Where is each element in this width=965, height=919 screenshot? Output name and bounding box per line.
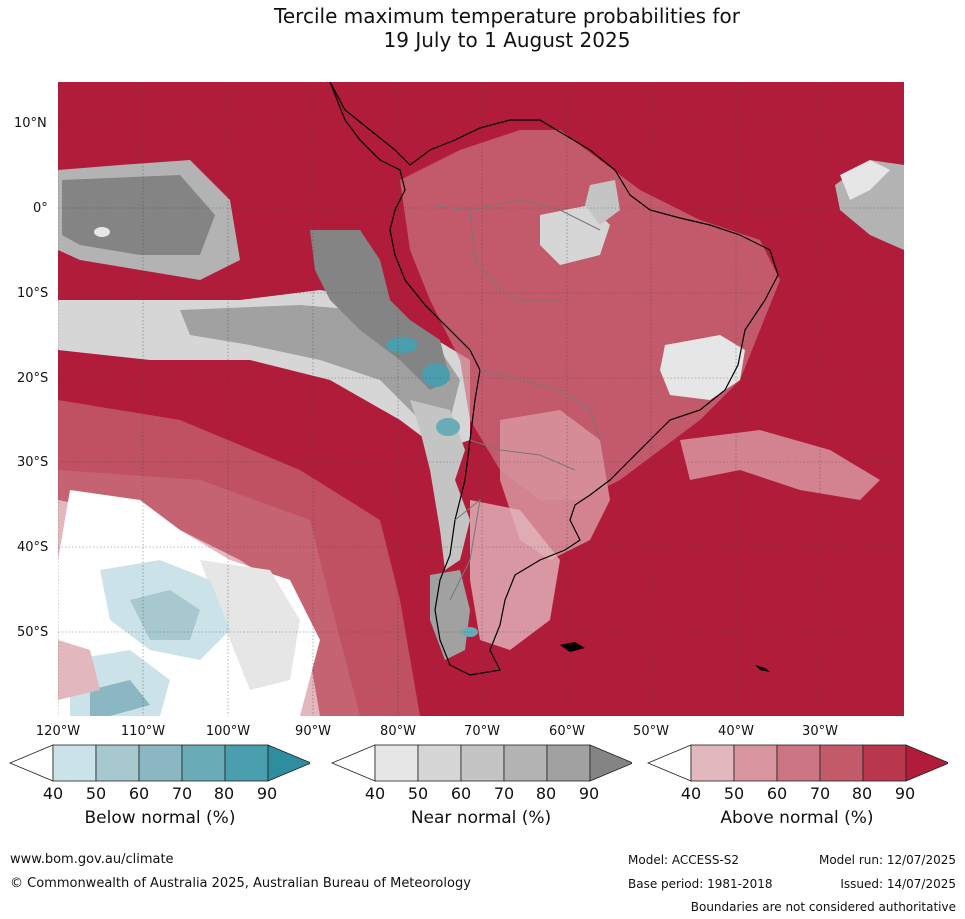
lon-label-110w: 110°W	[120, 724, 166, 739]
near-tick-70: 70	[493, 784, 515, 803]
near-tick-50: 50	[407, 784, 429, 803]
near-swatch-4	[503, 744, 548, 782]
south-pacific-below-60	[130, 590, 200, 640]
below-tick-70: 70	[171, 784, 193, 803]
peru-chile-near-normal-90	[310, 230, 450, 390]
lon-label-40w: 40°W	[718, 724, 754, 739]
colorbar-below-title: Below normal (%)	[84, 808, 236, 828]
below-swatch-3	[138, 744, 183, 782]
below-swatch-5	[224, 744, 269, 782]
footer-url[interactable]: www.bom.gov.au/climate	[10, 852, 174, 867]
country-borders	[429, 199, 601, 601]
below-tick-60: 60	[128, 784, 150, 803]
south-pacific-above-40-west	[58, 640, 100, 700]
lon-label-120w: 120°W	[35, 724, 81, 739]
below-swatch-1	[52, 744, 97, 782]
above-tick-60: 60	[766, 784, 788, 803]
above-swatch-3	[776, 744, 821, 782]
brazil-near-normal	[660, 335, 745, 400]
lat-label-10s: 10°S	[17, 286, 49, 301]
lon-label-50w: 50°W	[633, 724, 669, 739]
south-pacific-near-normal	[200, 560, 300, 690]
lon-label-90w: 90°W	[295, 724, 331, 739]
near-tick-40: 40	[364, 784, 386, 803]
near-tick-80: 80	[535, 784, 557, 803]
chile-coast-near-normal	[410, 400, 470, 570]
title-line-2: 19 July to 1 August 2025	[383, 28, 631, 52]
near-swatch-1	[374, 744, 419, 782]
above-tick-90: 90	[894, 784, 916, 803]
lat-label-10n: 10°N	[14, 116, 47, 131]
atlantic-above-50	[680, 430, 880, 500]
footer-copyright: © Commonwealth of Australia 2025, Austra…	[10, 876, 471, 891]
colorbar-near	[330, 744, 632, 782]
title-line-1: Tercile maximum temperature probabilitie…	[274, 4, 740, 28]
footer-issued: Issued: 14/07/2025	[840, 877, 956, 891]
colorbar-near-swatches	[330, 744, 632, 782]
below-swatch-4	[181, 744, 226, 782]
footer-disclaimer: Boundaries are not considered authoritat…	[690, 900, 956, 914]
lat-label-50s: 50°S	[17, 625, 49, 640]
below-tick-80: 80	[213, 784, 235, 803]
lon-label-80w: 80°W	[380, 724, 416, 739]
near-swatch-3	[460, 744, 505, 782]
guiana-near-normal	[585, 180, 620, 225]
footer-model-run: Model run: 12/07/2025	[818, 853, 956, 867]
colorbar-below-swatches	[8, 744, 310, 782]
amazon-near-normal	[540, 205, 610, 265]
lat-label-40s: 40°S	[17, 540, 49, 555]
below-spot-4	[462, 627, 478, 637]
above-swatch-under	[646, 744, 692, 782]
map-title: Tercile maximum temperature probabilitie…	[0, 4, 965, 52]
below-tick-90: 90	[256, 784, 278, 803]
footer-model: Model: ACCESS-S2	[628, 853, 740, 867]
above-swatch-4	[819, 744, 864, 782]
near-swatch-under	[330, 744, 376, 782]
south-pacific-above-70	[58, 400, 420, 716]
colorbar-below	[8, 744, 310, 782]
near-tick-90: 90	[578, 784, 600, 803]
near-swatch-2	[417, 744, 462, 782]
lat-label-20s: 20°S	[17, 371, 49, 386]
land-above-60	[400, 130, 780, 500]
near-tick-60: 60	[450, 784, 472, 803]
below-tick-40: 40	[42, 784, 64, 803]
above-tick-50: 50	[723, 784, 745, 803]
below-spot-1	[386, 337, 418, 353]
below-spot-2	[422, 363, 450, 387]
below-swatch-2	[95, 744, 140, 782]
above-swatch-over	[905, 744, 948, 782]
footer-base-period: Base period: 1981-2018	[628, 877, 773, 891]
above-swatch-5	[862, 744, 907, 782]
lon-label-100w: 100°W	[205, 724, 251, 739]
near-swatch-5	[546, 744, 591, 782]
below-spot-3	[436, 418, 460, 436]
above-tick-70: 70	[809, 784, 831, 803]
lat-label-0: 0°	[33, 201, 48, 216]
below-swatch-under	[8, 744, 54, 782]
south-georgia	[755, 665, 770, 672]
above-tick-80: 80	[851, 784, 873, 803]
lon-label-30w: 30°W	[802, 724, 838, 739]
lon-label-60w: 60°W	[549, 724, 585, 739]
south-america-coastline	[329, 82, 779, 676]
lon-label-70w: 70°W	[464, 724, 500, 739]
below-spot-6	[94, 227, 110, 237]
atlantic-near-normal-ne-white	[840, 160, 890, 200]
above-swatch-2	[733, 744, 778, 782]
lat-label-30s: 30°S	[17, 455, 49, 470]
above-tick-40: 40	[680, 784, 702, 803]
colorbar-near-title: Near normal (%)	[410, 808, 552, 828]
south-pacific-below-sw-70	[90, 680, 150, 716]
colorbar-above-swatches	[646, 744, 948, 782]
graticule	[58, 82, 904, 716]
colorbar-above-title: Above normal (%)	[720, 808, 874, 828]
below-tick-50: 50	[85, 784, 107, 803]
falklands	[560, 642, 585, 652]
near-swatch-over	[589, 744, 632, 782]
colorbar-above	[646, 744, 948, 782]
below-swatch-over	[267, 744, 310, 782]
above-swatch-1	[690, 744, 735, 782]
